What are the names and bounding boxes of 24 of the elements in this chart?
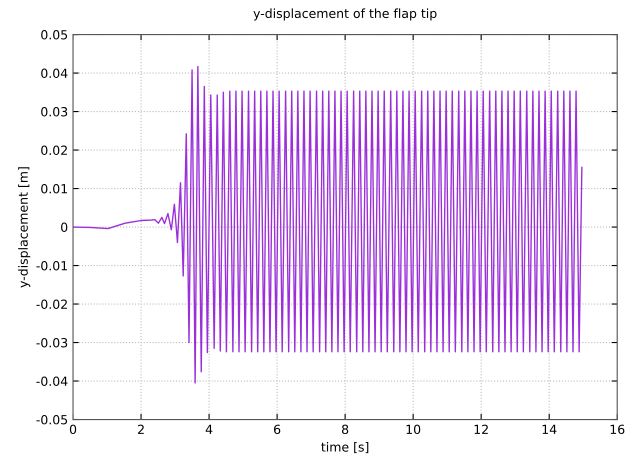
y-axis-title: y-displacement [m] [18, 167, 30, 288]
y-tick-label: -0.02 [36, 300, 67, 309]
x-tick-label: 8 [342, 424, 348, 434]
y-tick-label: 0.04 [41, 68, 68, 78]
x-tick-label: 12 [474, 424, 488, 434]
line-series [73, 66, 583, 384]
y-tick-label: 0.05 [41, 30, 68, 40]
x-tick-label: 0 [70, 424, 76, 434]
x-tick-label: 10 [406, 424, 420, 434]
x-axis-title: time [s] [321, 442, 368, 454]
y-tick-label: -0.05 [36, 414, 68, 424]
x-tick-label: 14 [542, 424, 556, 434]
x-tick-label: 4 [206, 424, 212, 434]
y-tick-label: 0.03 [41, 107, 68, 116]
y-tick-label: 0 [61, 222, 68, 232]
y-tick-label: 0.02 [41, 146, 67, 155]
y-tick-label: -0.04 [36, 376, 68, 386]
y-tick-label: -0.03 [36, 338, 68, 348]
x-tick-label: 2 [138, 424, 144, 434]
chart-title: y-displacement of the flap tip [253, 8, 437, 21]
y-tick-label: 0.01 [41, 184, 68, 194]
x-tick-label: 6 [274, 424, 280, 434]
y-tick-label: -0.01 [36, 261, 68, 270]
x-tick-label: 16 [610, 424, 624, 434]
